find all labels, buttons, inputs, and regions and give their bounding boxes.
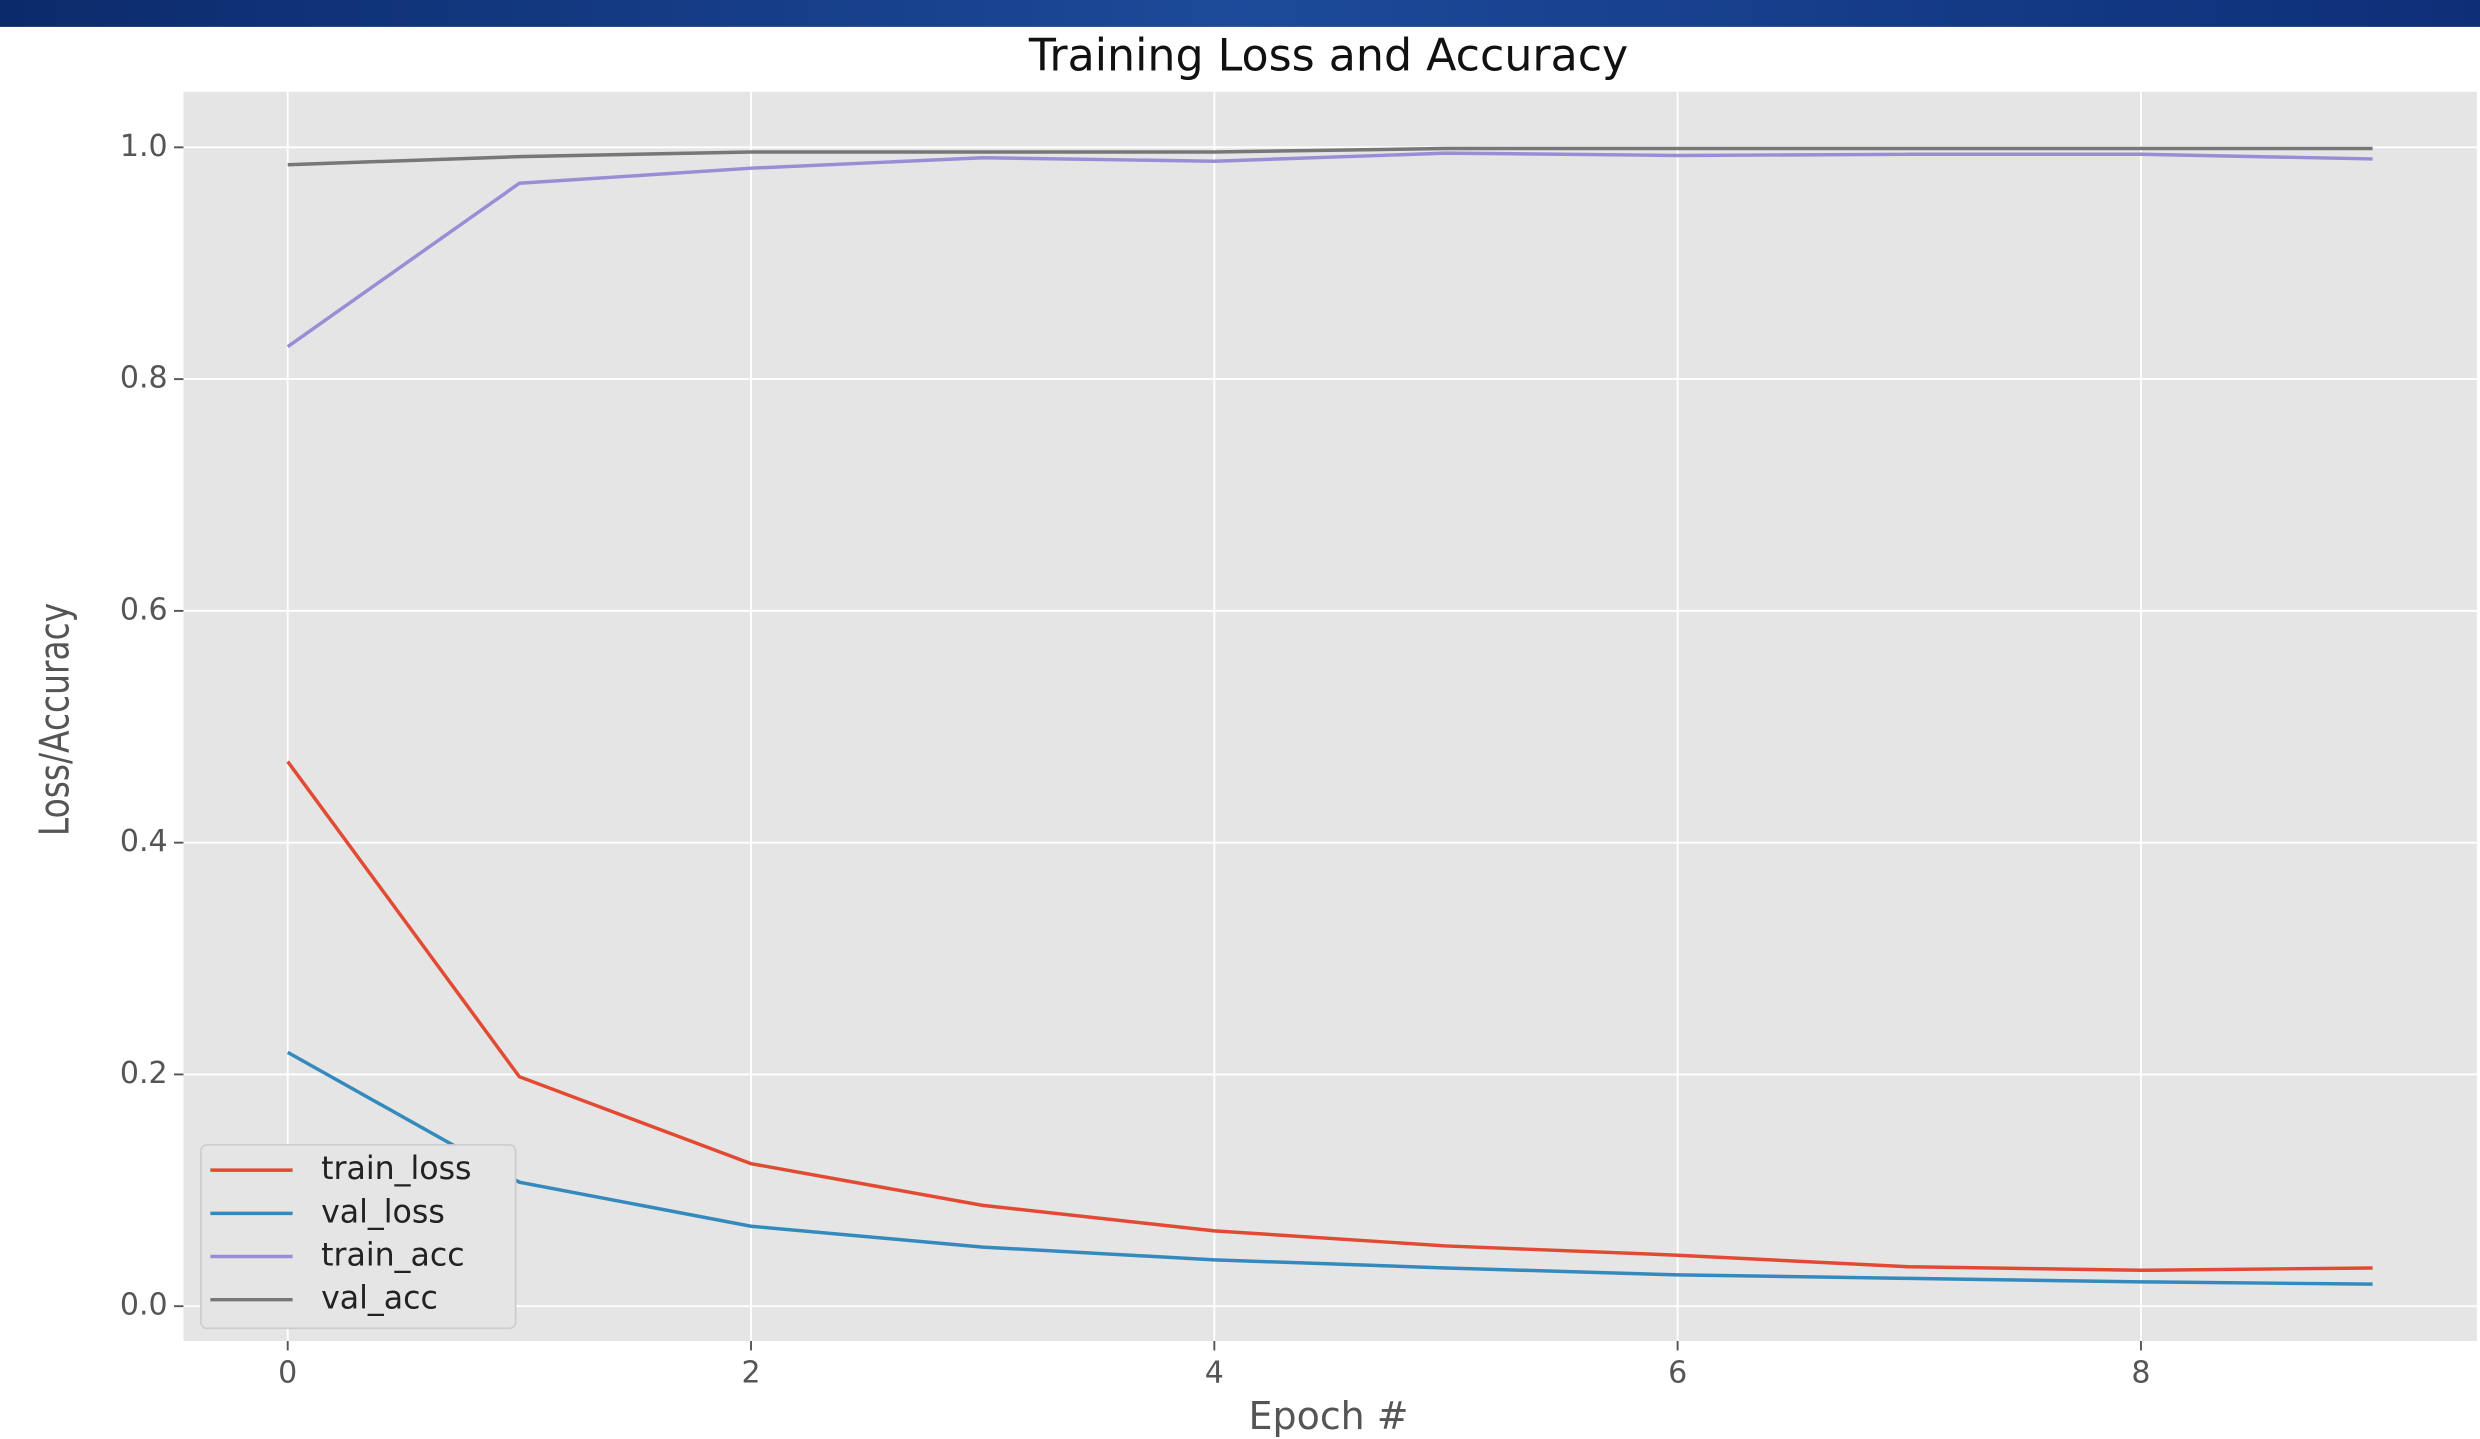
legend-label: train_acc [321, 1238, 465, 1274]
chart: Training Loss and Accuracy Epoch # Loss/… [0, 0, 2480, 1439]
y-tick-label: 0.0 [120, 1288, 168, 1323]
x-tick-label: 6 [1668, 1356, 1687, 1391]
y-axis-label: Loss/Accuracy [30, 603, 79, 836]
x-tick-label: 4 [1205, 1356, 1224, 1391]
legend: train_loss val_loss train_acc val_acc [201, 1145, 516, 1328]
plot-area [183, 92, 2476, 1341]
page: {"chart_data": {"type": "line", "title":… [0, 0, 2480, 1439]
y-tick-label: 0.6 [120, 592, 168, 627]
banner [0, 0, 2480, 27]
y-tick-label: 0.8 [120, 361, 168, 396]
y-tick-label: 0.2 [120, 1056, 168, 1091]
y-tick-label: 1.0 [120, 129, 168, 164]
chart-title: Training Loss and Accuracy [1028, 31, 1628, 82]
legend-label: val_loss [321, 1194, 445, 1230]
y-tick-label: 0.4 [120, 824, 168, 859]
legend-label: val_acc [321, 1281, 438, 1317]
x-axis-label: Epoch # [1249, 1394, 1409, 1438]
legend-label: train_loss [321, 1151, 471, 1187]
x-tick-label: 0 [278, 1356, 297, 1391]
x-tick-label: 2 [741, 1356, 760, 1391]
x-tick-label: 8 [2131, 1356, 2150, 1391]
